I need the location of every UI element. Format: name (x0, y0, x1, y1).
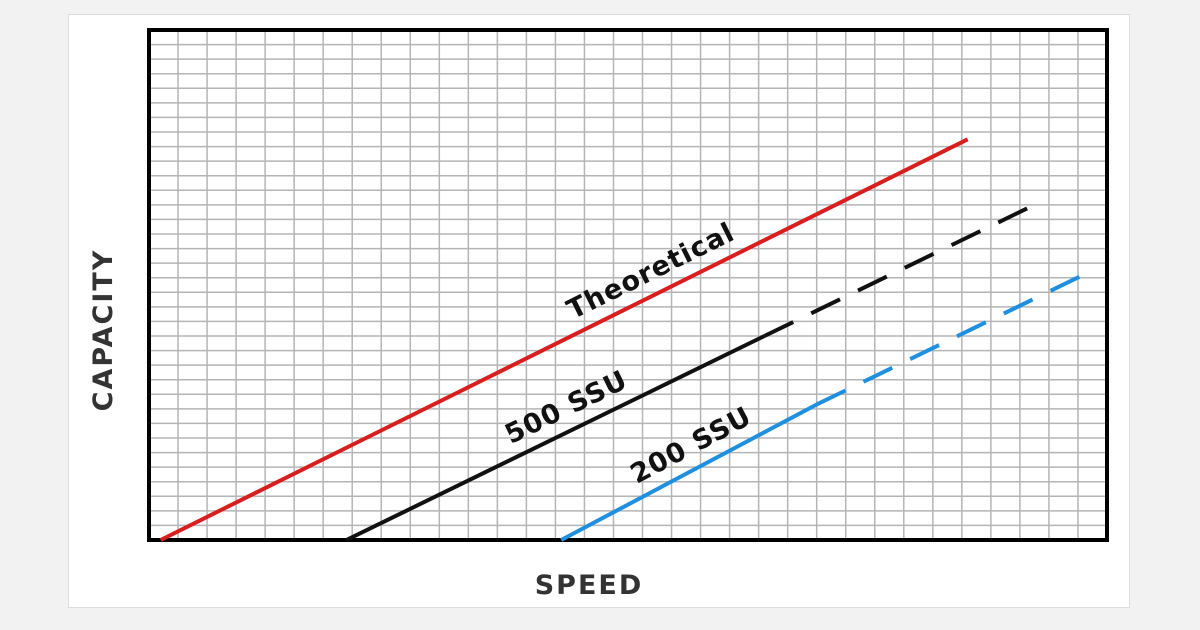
series-line-500-ssu-solid (345, 334, 766, 542)
y-axis-title: CAPACITY (88, 249, 119, 412)
series-layer (159, 137, 1094, 542)
plot-frame (147, 28, 1109, 542)
series-line-200-ssu-solid (560, 402, 818, 542)
x-axis-title: SPEED (535, 570, 644, 601)
grid (149, 30, 1107, 540)
series-line-theoretical-solid (159, 137, 969, 542)
series-line-500-ssu-dashed (763, 203, 1036, 338)
chart-card (68, 14, 1130, 608)
series-label-theoretical: Theoretical (562, 217, 739, 326)
